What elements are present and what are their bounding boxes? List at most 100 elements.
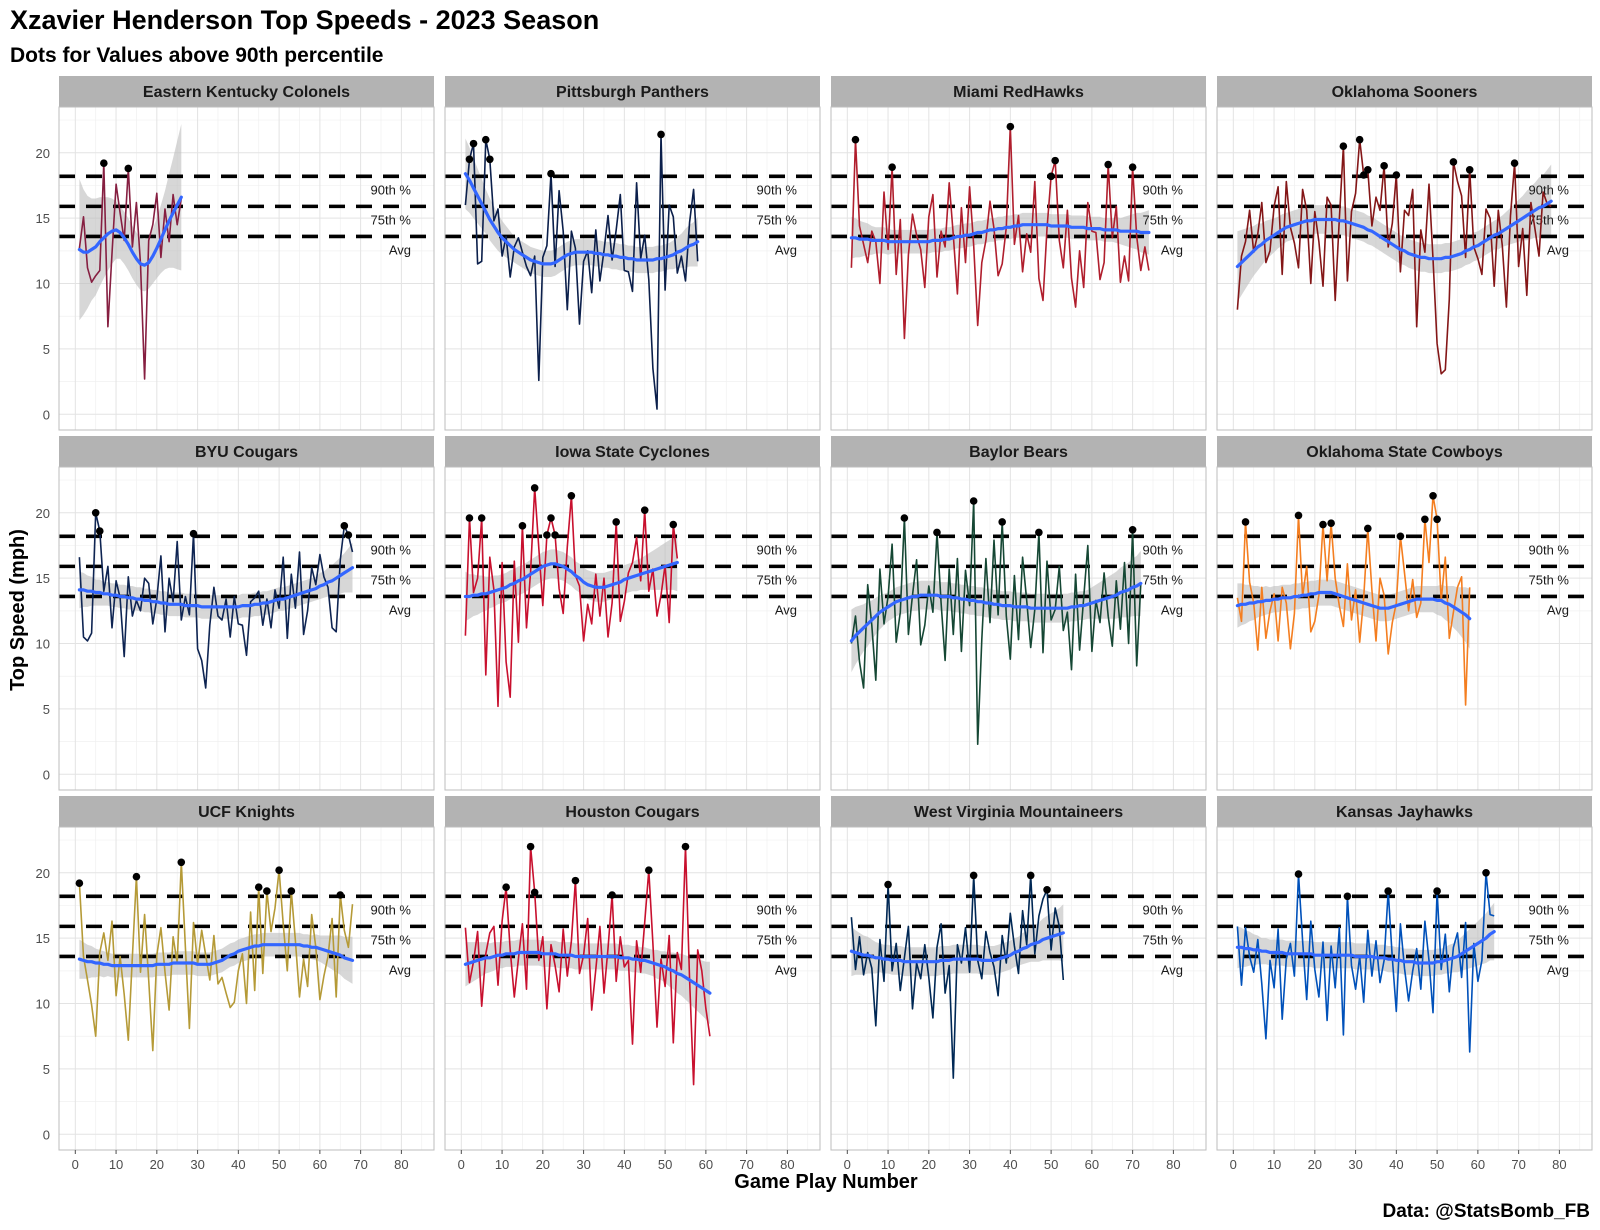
high-speed-point xyxy=(340,522,349,530)
y-axis-title: Top Speed (mph) xyxy=(7,529,29,691)
high-speed-point xyxy=(344,531,353,539)
x-tick-label: 0 xyxy=(72,1157,79,1172)
high-speed-point xyxy=(851,135,860,144)
reference-line-label: 75th % xyxy=(1529,572,1570,587)
speed-series-line xyxy=(78,511,354,689)
facet-strip-label: Miami RedHawks xyxy=(953,84,1084,101)
high-speed-point xyxy=(669,520,678,529)
x-tick-label: 20 xyxy=(150,1157,164,1172)
x-tick-label: 50 xyxy=(658,1157,672,1172)
facet-panel: UCF Knights 90th % 75th % Avg 0 5 10 15 20 0 10 20 3… xyxy=(36,796,435,1172)
high-speed-point xyxy=(1429,491,1437,500)
high-speed-point xyxy=(465,155,474,164)
reference-line-label: Avg xyxy=(1547,602,1569,617)
reference-line-label: 90th % xyxy=(1143,542,1184,557)
panel-border xyxy=(1216,106,1593,431)
high-speed-point xyxy=(933,528,941,537)
high-speed-point xyxy=(132,872,141,881)
reference-line-label: 90th % xyxy=(1529,542,1570,557)
high-speed-point xyxy=(91,508,100,517)
data-source-caption: Data: @StatsBomb_FB xyxy=(1383,1201,1591,1222)
high-speed-point xyxy=(969,871,978,880)
high-speed-point xyxy=(888,163,896,171)
high-speed-point xyxy=(1355,135,1364,144)
x-tick-label: 50 xyxy=(1430,1157,1444,1172)
panel-border xyxy=(830,466,1207,791)
high-speed-point xyxy=(608,891,616,899)
panel-border xyxy=(58,106,435,431)
y-tick-label: 0 xyxy=(43,1127,50,1142)
high-speed-point xyxy=(1359,171,1368,179)
high-speed-point xyxy=(1006,122,1015,131)
high-speed-point xyxy=(254,883,263,891)
facet-panel: Miami RedHawks 90th % 75th % Avg xyxy=(830,76,1207,431)
reference-line-label: 75th % xyxy=(1529,212,1570,227)
chart-subtitle: Dots for Values above 90th percentile xyxy=(10,44,383,67)
facet-strip xyxy=(1217,76,1592,107)
smooth-trend-line xyxy=(849,223,1151,244)
y-tick-label: 15 xyxy=(36,211,50,226)
x-tick-label: 40 xyxy=(1389,1157,1403,1172)
reference-line-label: 90th % xyxy=(757,902,798,917)
x-tick-label: 50 xyxy=(272,1157,286,1172)
x-tick-label: 0 xyxy=(1230,1157,1237,1172)
facet-panels: Eastern Kentucky Colonels 90th % 75th % Avg… xyxy=(36,76,1593,1172)
high-speed-point xyxy=(1449,158,1458,166)
high-speed-point xyxy=(1047,172,1055,181)
x-tick-label: 0 xyxy=(458,1157,465,1172)
speed-series-line xyxy=(850,125,1150,340)
facet-strip xyxy=(445,76,820,107)
smooth-trend-line xyxy=(463,950,712,995)
facet-strip xyxy=(831,76,1206,107)
reference-line-label: 90th % xyxy=(1529,182,1570,197)
x-tick-label: 80 xyxy=(1552,1157,1566,1172)
x-tick-label: 0 xyxy=(844,1157,851,1172)
high-speed-point xyxy=(75,879,84,888)
x-tick-label: 30 xyxy=(576,1157,590,1172)
high-speed-point xyxy=(1128,525,1137,534)
smooth-trend-line xyxy=(77,943,355,968)
reference-line-label: 90th % xyxy=(757,542,798,557)
y-tick-label: 15 xyxy=(36,571,50,586)
high-speed-point xyxy=(530,484,539,492)
high-speed-point xyxy=(1384,887,1392,895)
speed-series-line xyxy=(1236,494,1471,706)
panel-border xyxy=(444,466,821,791)
speed-series-line xyxy=(850,874,1065,1079)
x-tick-label: 10 xyxy=(1267,1157,1281,1172)
high-speed-point xyxy=(1433,887,1441,895)
speed-series-line xyxy=(464,133,699,410)
x-tick-label: 30 xyxy=(190,1157,204,1172)
facet-panel: Pittsburgh Panthers 90th % 75th % Avg xyxy=(444,76,821,431)
facet-panel: Oklahoma Sooners 90th % 75th % Avg xyxy=(1216,76,1593,431)
high-speed-point xyxy=(1465,165,1474,174)
reference-line-label: 75th % xyxy=(1143,212,1184,227)
reference-line-label: 75th % xyxy=(1143,932,1184,947)
panel-border xyxy=(830,106,1207,431)
x-tick-label: 20 xyxy=(922,1157,936,1172)
x-tick-label: 30 xyxy=(962,1157,976,1172)
reference-line-label: Avg xyxy=(775,242,797,257)
x-tick-label: 50 xyxy=(1044,1157,1058,1172)
x-tick-label: 80 xyxy=(1166,1157,1180,1172)
facet-strip-label: Oklahoma Sooners xyxy=(1332,84,1478,101)
high-speed-point xyxy=(681,842,690,851)
high-speed-point xyxy=(1327,519,1335,528)
facet-panel: Baylor Bears 90th % 75th % Avg xyxy=(830,436,1207,791)
high-speed-point xyxy=(518,522,527,530)
confidence-band xyxy=(79,124,182,321)
high-speed-point xyxy=(1364,165,1372,174)
x-tick-label: 70 xyxy=(1125,1157,1139,1172)
high-speed-point xyxy=(547,514,555,522)
high-speed-point xyxy=(477,514,486,522)
y-tick-label: 10 xyxy=(36,277,50,292)
reference-line-label: 90th % xyxy=(371,182,412,197)
high-speed-point xyxy=(1051,156,1059,165)
smooth-trend-line xyxy=(849,931,1065,964)
x-tick-label: 40 xyxy=(617,1157,631,1172)
high-speed-point xyxy=(1104,160,1112,169)
plot-background xyxy=(831,827,1206,1150)
facet-strip xyxy=(831,436,1206,467)
high-speed-point xyxy=(1433,515,1441,524)
